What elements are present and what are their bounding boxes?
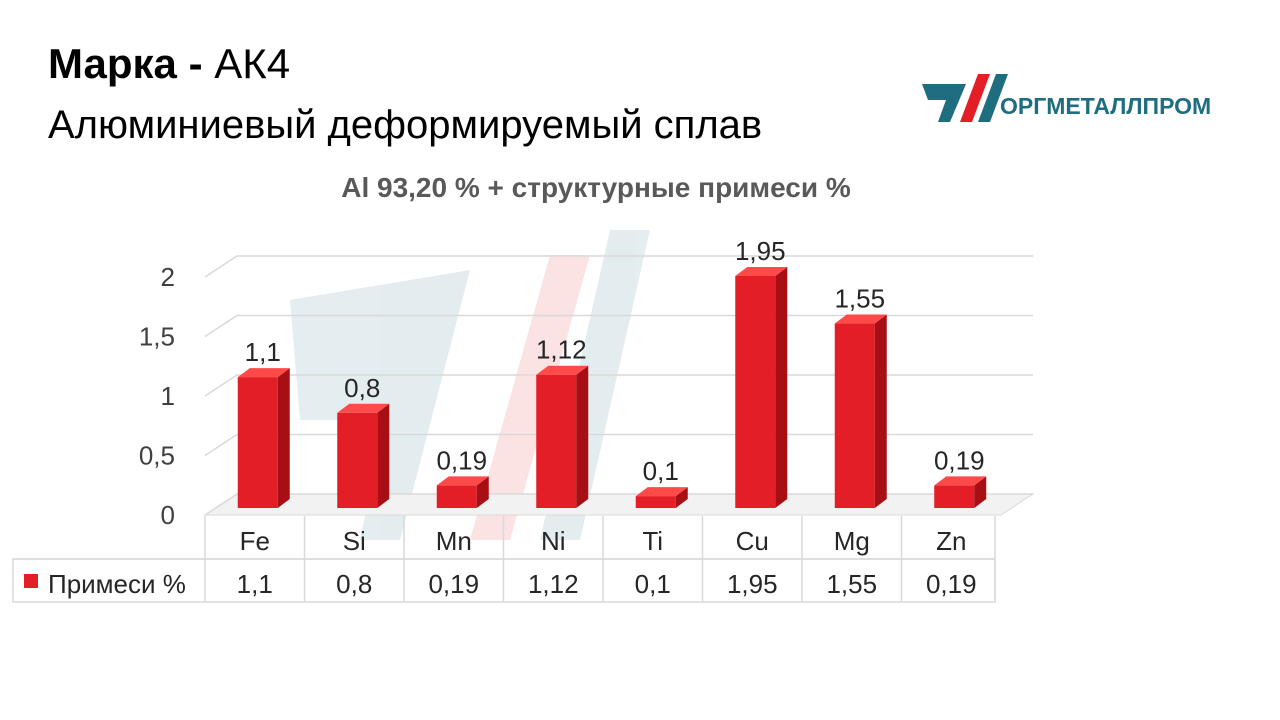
bar-front [635,496,676,508]
data-label: 1,12 [536,335,587,365]
y-axis: 0 0,5 1 1,5 2 [139,262,175,530]
legend-series-name: Примеси % [48,569,186,599]
logo-text: ОРГМЕТАЛЛПРОМ [1000,93,1211,119]
bar-front [237,377,278,508]
data-label: 1,55 [834,284,885,314]
y-tick-label: 0 [161,500,175,530]
gridline [204,433,1033,457]
logo-mark-teal [922,84,966,122]
data-label: 0,19 [436,445,487,475]
data-label: 1,1 [245,337,281,367]
y-tick-label: 0,5 [139,441,175,471]
bar-side [675,487,688,508]
bar-side [576,365,589,508]
bar-side [476,476,489,508]
bars [237,266,987,508]
table-value: 1,55 [826,569,877,599]
x-tick-label: Si [343,526,366,556]
x-tick-label: Cu [736,526,769,556]
bar-top [834,314,887,324]
alloy-description: Алюминиевый деформируемый сплав [48,103,763,147]
bar-front [834,323,875,508]
x-tick-label: Zn [936,526,966,556]
table-value: 0,1 [635,569,671,599]
bar-top [237,368,290,378]
bar-ti [635,487,688,508]
chart-title: Al 93,20 % + структурные примеси % [341,172,851,203]
data-labels: 1,1 0,8 0,19 1,12 0,1 1,95 1,55 0,19 [245,236,985,486]
table-value: 0,19 [428,569,479,599]
y-tick-label: 1,5 [139,322,175,352]
company-logo: ОРГМЕТАЛЛПРОМ [922,74,1211,122]
bar-top [436,476,489,486]
bar-top [536,365,589,375]
bar-side [974,476,987,508]
x-tick-label: Fe [240,526,270,556]
bar-mg [834,314,887,508]
bar-top [934,476,987,486]
legend-swatch [24,574,38,588]
bar-si [337,403,390,508]
table-value: 1,95 [727,569,778,599]
data-table: Fe 1,1 Si 0,8 Mn 0,19 Ni 1,12 Ti 0,1 Cu 1,95 Mg 1,55 Z… [12,516,996,603]
bar-front [536,374,577,508]
chart-floor [203,493,1035,516]
bar-top [735,266,788,276]
data-label: 0,1 [643,456,679,486]
bar-top [635,487,688,497]
table-value: 1,12 [528,569,579,599]
bar-front [934,485,975,508]
table-value: 0,19 [926,569,977,599]
brand-label: Марка [48,40,177,87]
bar-front [735,275,776,508]
data-label: 0,19 [934,445,985,475]
table-value: 1,1 [237,569,273,599]
bar-front [337,412,378,508]
bar-front [436,485,477,508]
bar-side [874,314,887,508]
gridline [204,255,1033,278]
table-value: 0,8 [336,569,372,599]
data-label: 0,8 [344,373,380,403]
x-tick-label: Mn [436,526,472,556]
bar-side [377,403,390,508]
y-tick-label: 1 [161,381,175,411]
logo-mark-red [960,74,990,122]
bar-ni [536,365,589,508]
bar-side [277,368,290,508]
grade-name: АК4 [214,40,291,87]
logo-mark-teal-2 [978,74,1008,122]
x-tick-label: Ti [642,526,663,556]
x-tick-label: Mg [834,526,870,556]
heading-separator: - [188,40,203,87]
bar-cu [735,266,788,508]
bar-mn [436,476,489,508]
bar-side [775,266,788,508]
page-heading: Марка - АК4 [48,40,290,88]
x-tick-label: Ni [541,526,566,556]
bar-zn [934,476,987,508]
data-label: 1,95 [735,236,786,266]
bar-top [337,403,390,413]
y-tick-label: 2 [161,262,175,292]
bar-fe [237,368,290,508]
